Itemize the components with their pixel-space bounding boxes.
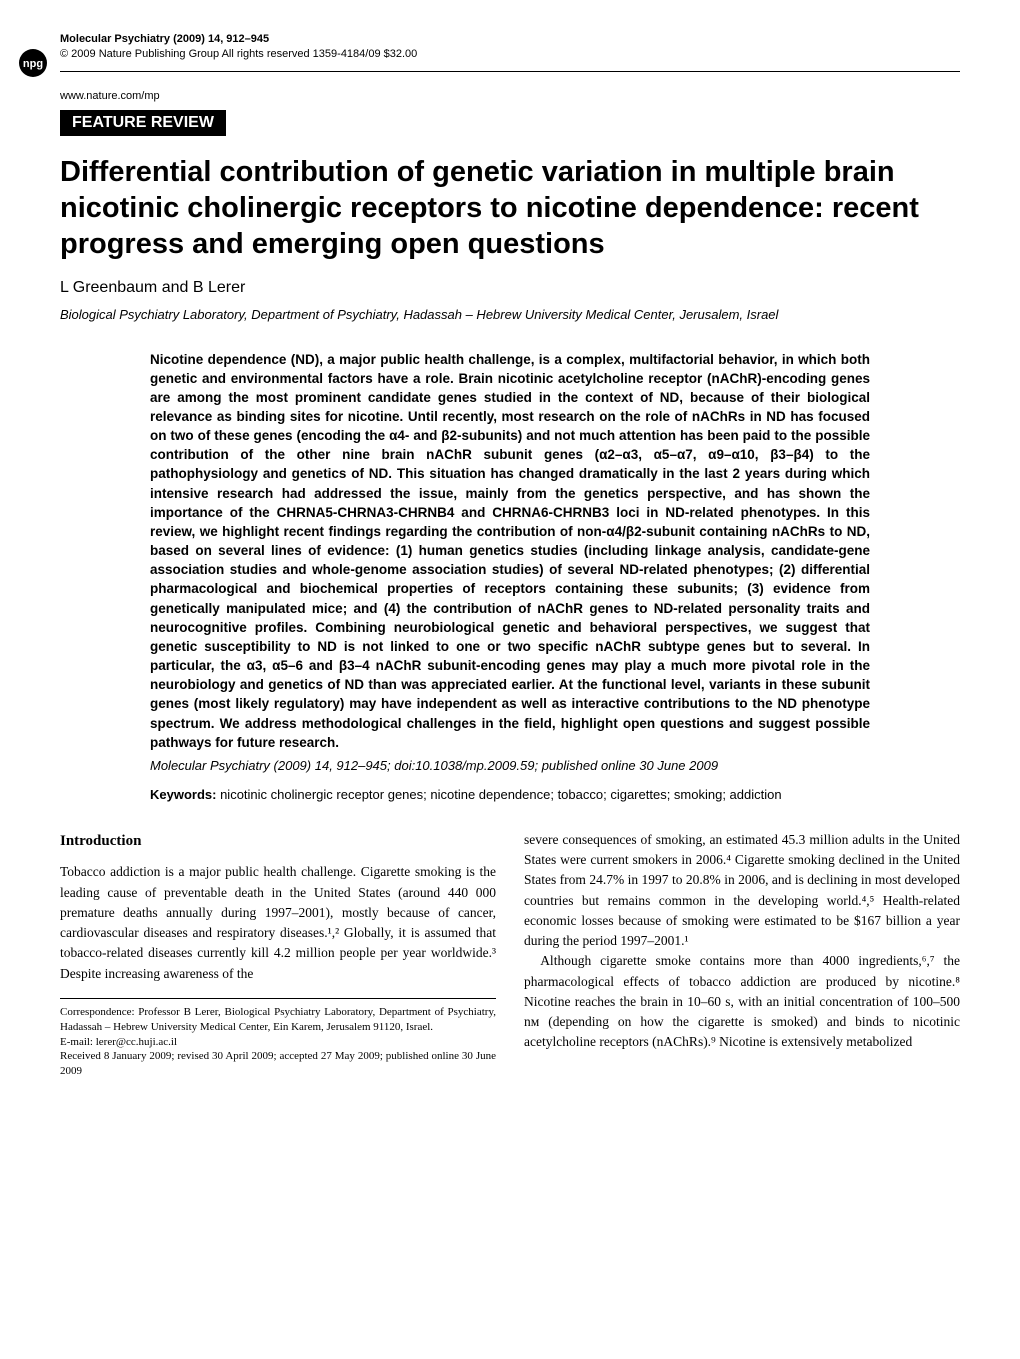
- author-list: L Greenbaum and B Lerer: [60, 279, 960, 297]
- abstract-block: Nicotine dependence (ND), a major public…: [60, 350, 960, 802]
- citation-line: Molecular Psychiatry (2009) 14, 912–945;…: [150, 758, 870, 773]
- header-divider: [60, 71, 960, 72]
- correspondence-block: Correspondence: Professor B Lerer, Biolo…: [60, 1005, 496, 1079]
- article-title: Differential contribution of genetic var…: [60, 154, 960, 263]
- section-badge: FEATURE REVIEW: [60, 110, 226, 136]
- received-dates: Received 8 January 2009; revised 30 Apri…: [60, 1049, 496, 1079]
- correspondence-divider: [60, 998, 496, 999]
- affiliation: Biological Psychiatry Laboratory, Depart…: [60, 307, 960, 322]
- body-paragraph: Although cigarette smoke contains more t…: [524, 951, 960, 1052]
- correspondence-address: Correspondence: Professor B Lerer, Biolo…: [60, 1005, 496, 1035]
- column-left: Introduction Tobacco addiction is a majo…: [60, 830, 496, 1079]
- publisher-logo: npg: [18, 48, 48, 83]
- journal-title: Molecular Psychiatry (2009) 14, 912–945: [60, 32, 960, 47]
- logo-text: npg: [23, 58, 43, 70]
- correspondence-email: E-mail: lerer@cc.huji.ac.il: [60, 1035, 496, 1050]
- website-url: www.nature.com/mp: [60, 90, 960, 102]
- keywords-label: Keywords:: [150, 787, 216, 802]
- body-paragraph: severe consequences of smoking, an estim…: [524, 830, 960, 952]
- introduction-heading: Introduction: [60, 830, 496, 853]
- keywords-text: nicotinic cholinergic receptor genes; ni…: [216, 787, 781, 802]
- body-columns: Introduction Tobacco addiction is a majo…: [60, 830, 960, 1079]
- copyright-line: © 2009 Nature Publishing Group All right…: [60, 47, 960, 62]
- keywords-line: Keywords: nicotinic cholinergic receptor…: [150, 787, 870, 802]
- abstract-text: Nicotine dependence (ND), a major public…: [150, 350, 870, 752]
- body-paragraph: Tobacco addiction is a major public heal…: [60, 862, 496, 984]
- column-right: severe consequences of smoking, an estim…: [524, 830, 960, 1079]
